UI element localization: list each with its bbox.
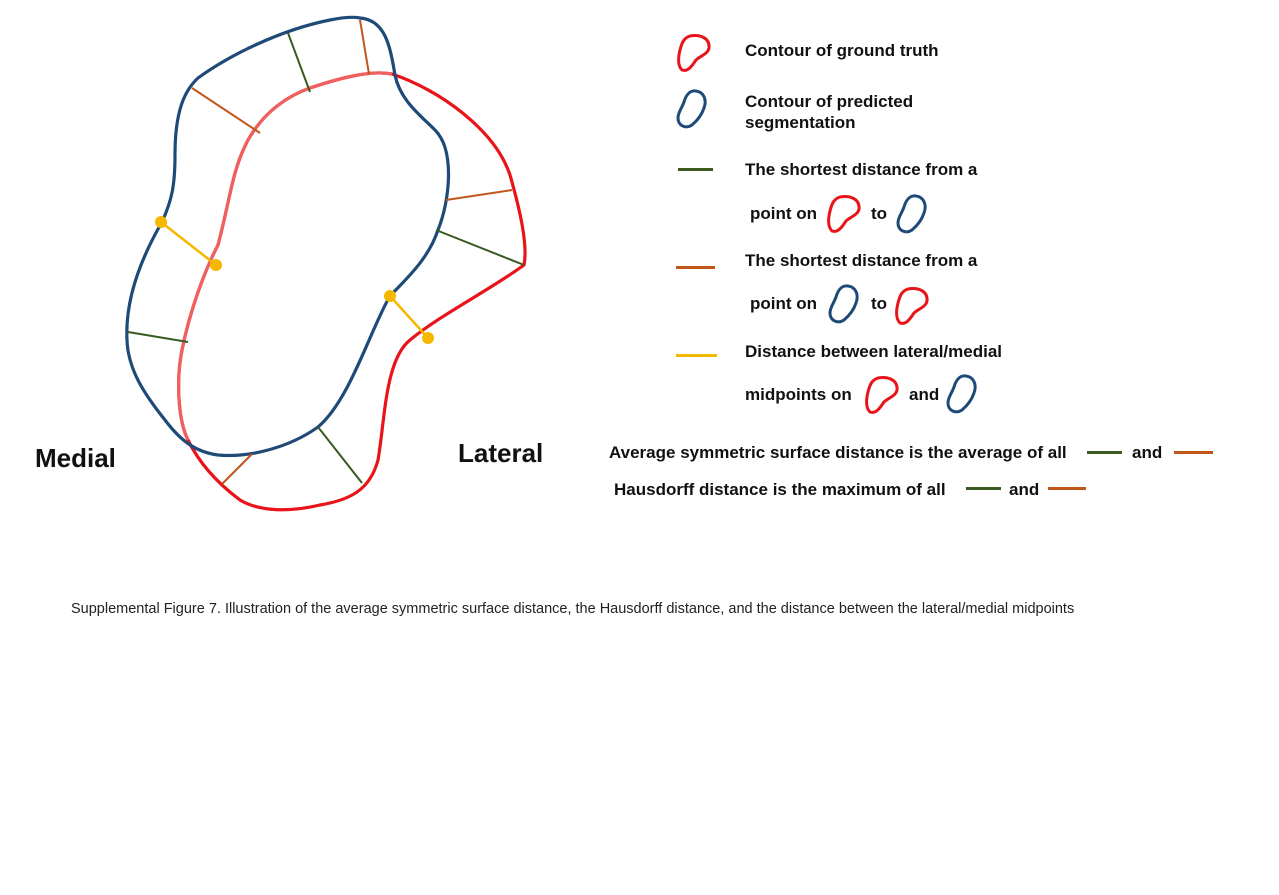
distance-line: [287, 32, 311, 93]
legend-predicted-line2: segmentation: [745, 113, 856, 132]
legend-pred-to-gt-line1: The shortest distance from a: [745, 251, 978, 270]
pred-to-gt-distances: [191, 19, 513, 485]
midpoint-dot: [384, 290, 396, 302]
distance-line: [191, 87, 261, 134]
predicted-blob-icon: [828, 284, 859, 324]
ground-truth-blob-icon: [677, 34, 711, 72]
ground-truth-contour-left: [177, 71, 393, 441]
green-line-swatch: [1087, 451, 1122, 454]
predicted-blob-icon: [896, 194, 927, 234]
midpoint-dot: [155, 216, 167, 228]
legend-midpoint-line1: Distance between lateral/medial: [745, 342, 1002, 361]
lateral-midpoint-line: [389, 295, 429, 339]
orange-line-swatch: [676, 266, 715, 269]
ground-truth-blob-icon: [865, 376, 899, 414]
lateral-label: Lateral: [458, 438, 544, 468]
orange-line-swatch: [1174, 451, 1213, 454]
legend-ground-truth: Contour of ground truth: [745, 41, 939, 60]
legend-predicted-line1: Contour of predicted: [745, 92, 914, 111]
legend-pred-to-gt-point-on: point on: [750, 294, 818, 313]
distance-line: [127, 331, 189, 343]
gt-to-pred-distances: [127, 32, 525, 484]
legend-midpoint-and: and: [909, 385, 940, 404]
orange-line-swatch: [1048, 487, 1086, 490]
predicted-blob-icon: [946, 374, 977, 414]
contour-diagram: [125, 15, 527, 512]
legend-pred-to-gt-to: to: [871, 294, 888, 313]
assd-description: Average symmetric surface distance is th…: [609, 443, 1067, 462]
predicted-contour: [125, 15, 451, 458]
legend-gt-to-pred-line1: The shortest distance from a: [745, 160, 978, 179]
distance-line: [359, 19, 370, 75]
distance-line: [221, 453, 253, 485]
midpoint-distances: [155, 216, 434, 344]
midpoint-dot: [210, 259, 222, 271]
predicted-blob-icon: [676, 89, 707, 129]
hausdorff-and: and: [1009, 480, 1040, 499]
assd-and: and: [1132, 443, 1163, 462]
ground-truth-blob-icon: [827, 195, 861, 233]
green-line-swatch: [966, 487, 1001, 490]
figure-caption: Supplemental Figure 7. Illustration of t…: [71, 601, 1075, 617]
legend-gt-to-pred-point-on: point on: [750, 204, 818, 223]
hausdorff-description: Hausdorff distance is the maximum of all: [614, 480, 946, 499]
medial-label: Medial: [35, 443, 116, 473]
medial-midpoint-line: [160, 221, 217, 266]
distance-line: [317, 426, 363, 484]
legend-gt-to-pred-to: to: [871, 204, 888, 223]
distance-line: [445, 189, 513, 201]
legend-midpoint-line2: midpoints on: [745, 385, 852, 404]
ground-truth-blob-icon: [895, 287, 929, 325]
midpoint-dot: [422, 332, 434, 344]
green-line-swatch: [678, 168, 713, 171]
distance-line: [435, 229, 525, 266]
yellow-line-swatch: [676, 354, 717, 357]
